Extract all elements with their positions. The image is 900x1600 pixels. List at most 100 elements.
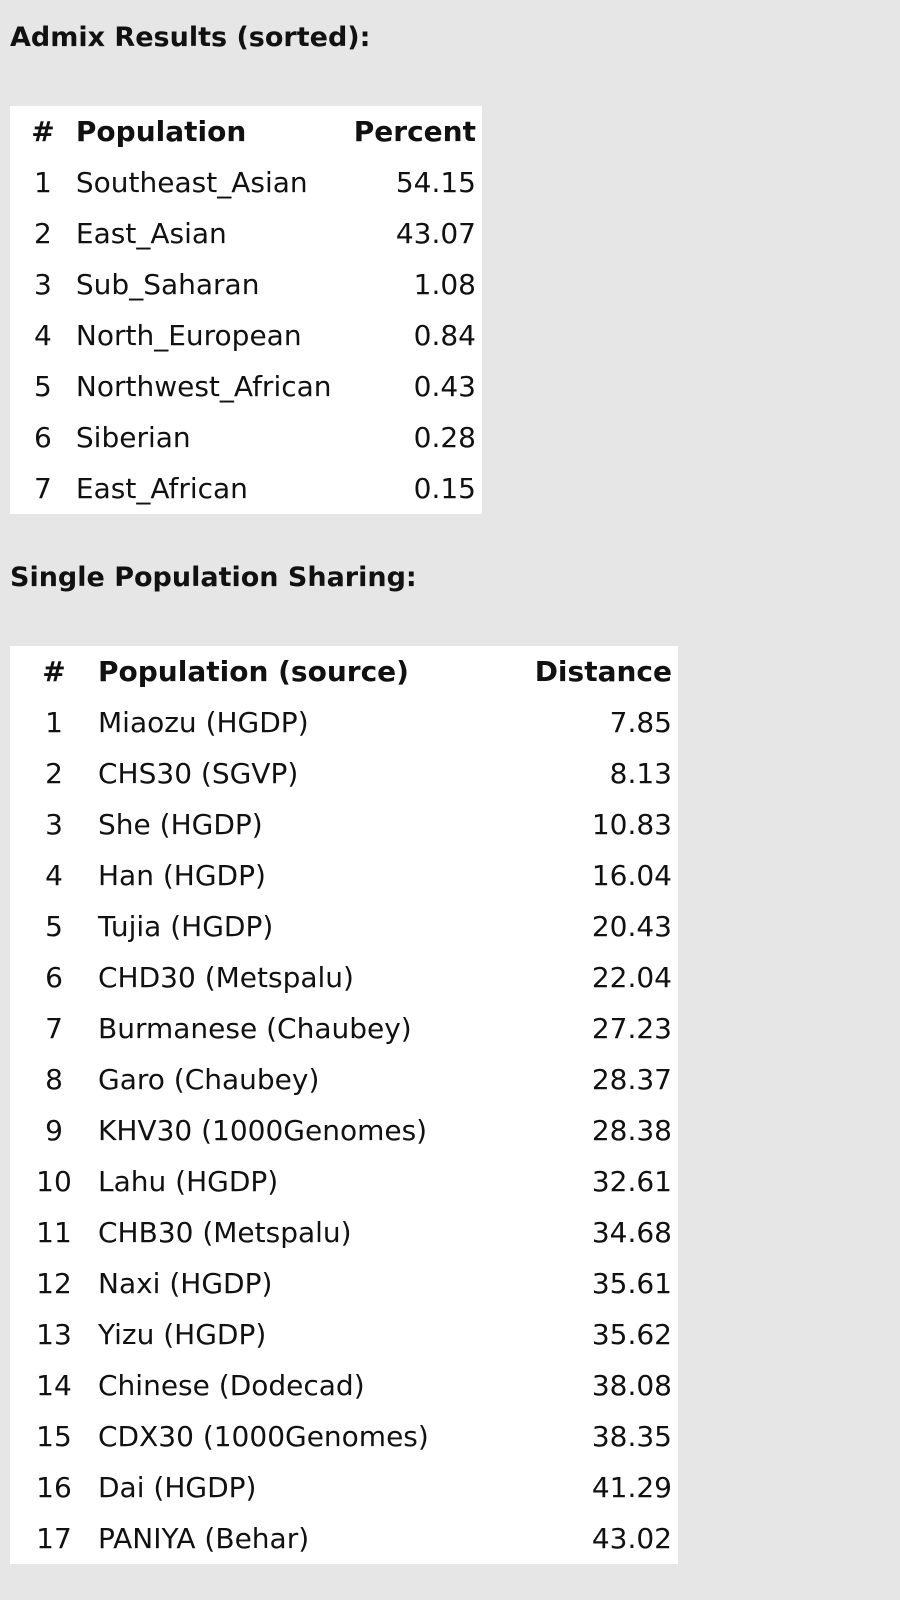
rank-cell: 2 (45, 757, 63, 790)
table-row: 12 Naxi (HGDP) 35.61 (10, 1258, 678, 1309)
rank-cell: 16 (36, 1471, 72, 1504)
percent-column-header: Percent (353, 115, 476, 148)
rank-cell: 10 (36, 1165, 72, 1198)
rank-cell: 1 (45, 706, 63, 739)
population-column-header: Population (75, 115, 247, 148)
population-cell: Southeast_Asian (75, 166, 308, 199)
population-cell: Dai (HGDP) (98, 1471, 257, 1504)
population-cell: North_European (75, 319, 302, 352)
value-cell: 8.13 (609, 757, 672, 790)
value-cell: 0.43 (413, 370, 476, 403)
population-cell: Northwest_African (75, 370, 332, 403)
population-cell: Han (HGDP) (98, 859, 266, 892)
rank-cell: 3 (34, 268, 52, 301)
population-cell: Yizu (HGDP) (98, 1318, 267, 1351)
value-cell: 28.37 (591, 1063, 672, 1096)
population-cell: Sub_Saharan (75, 268, 260, 301)
rank-cell: 4 (45, 859, 63, 892)
rank-cell: 9 (45, 1114, 63, 1147)
sharing-rows: 1 Miaozu (HGDP) 7.85 2 CHS30 (SGVP) 8.13 3 She … (10, 697, 678, 1564)
value-cell: 27.23 (591, 1012, 672, 1045)
rank-cell: 17 (36, 1522, 72, 1555)
population-cell: She (HGDP) (98, 808, 263, 841)
population-cell: CHD30 (Metspalu) (98, 961, 354, 994)
table-row: 8 Garo (Chaubey) 28.37 (10, 1054, 678, 1105)
population-cell: Tujia (HGDP) (98, 910, 274, 943)
population-cell: East_Asian (75, 217, 227, 250)
value-cell: 0.15 (413, 472, 476, 505)
rank-cell: 13 (36, 1318, 72, 1351)
table-row: 7 Burmanese (Chaubey) 27.23 (10, 1003, 678, 1054)
value-cell: 43.02 (591, 1522, 672, 1555)
table-row: 9 KHV30 (1000Genomes) 28.38 (10, 1105, 678, 1156)
table-header-row: # Population Percent (10, 106, 482, 157)
value-cell: 10.83 (591, 808, 672, 841)
table-row: 13 Yizu (HGDP) 35.62 (10, 1309, 678, 1360)
rank-cell: 2 (34, 217, 52, 250)
value-cell: 22.04 (591, 961, 672, 994)
population-cell: CDX30 (1000Genomes) (98, 1420, 429, 1453)
rank-cell: 12 (36, 1267, 72, 1300)
value-cell: 34.68 (591, 1216, 672, 1249)
table-row: 2 CHS30 (SGVP) 8.13 (10, 748, 678, 799)
table-row: 5 Tujia (HGDP) 20.43 (10, 901, 678, 952)
population-cell: Siberian (75, 421, 191, 454)
value-cell: 38.35 (591, 1420, 672, 1453)
population-source-column-header: Population (source) (98, 655, 409, 688)
rank-cell: 15 (36, 1420, 72, 1453)
table-row: 7 East_African 0.15 (10, 463, 482, 514)
table-row: 3 She (HGDP) 10.83 (10, 799, 678, 850)
population-cell: Miaozu (HGDP) (98, 706, 309, 739)
table-row: 11 CHB30 (Metspalu) 34.68 (10, 1207, 678, 1258)
rank-cell: 5 (45, 910, 63, 943)
table-row: 4 North_European 0.84 (10, 310, 482, 361)
admix-rows: 1 Southeast_Asian 54.15 2 East_Asian 43.07 3 Su… (10, 157, 482, 514)
table-row: 10 Lahu (HGDP) 32.61 (10, 1156, 678, 1207)
population-cell: Burmanese (Chaubey) (98, 1012, 412, 1045)
value-cell: 43.07 (395, 217, 476, 250)
single-population-sharing-title: Single Population Sharing: (10, 562, 417, 593)
value-cell: 20.43 (591, 910, 672, 943)
value-cell: 35.61 (591, 1267, 672, 1300)
table-row: 3 Sub_Saharan 1.08 (10, 259, 482, 310)
rank-cell: 11 (36, 1216, 72, 1249)
rank-column-header: # (42, 655, 66, 688)
rank-cell: 5 (34, 370, 52, 403)
rank-cell: 6 (45, 961, 63, 994)
population-cell: East_African (75, 472, 248, 505)
population-cell: KHV30 (1000Genomes) (98, 1114, 428, 1147)
table-row: 1 Southeast_Asian 54.15 (10, 157, 482, 208)
value-cell: 16.04 (591, 859, 672, 892)
table-row: 6 Siberian 0.28 (10, 412, 482, 463)
rank-cell: 7 (34, 472, 52, 505)
table-row: 17 PANIYA (Behar) 43.02 (10, 1513, 678, 1564)
rank-cell: 14 (36, 1369, 72, 1402)
table-row: 15 CDX30 (1000Genomes) 38.35 (10, 1411, 678, 1462)
rank-cell: 6 (34, 421, 52, 454)
table-header-row: # Population (source) Distance (10, 646, 678, 697)
value-cell: 0.28 (413, 421, 476, 454)
population-cell: Lahu (HGDP) (98, 1165, 279, 1198)
population-cell: Chinese (Dodecad) (98, 1369, 365, 1402)
rank-cell: 1 (34, 166, 52, 199)
admix-results-table: # Population Percent 1 Southeast_Asian 54.… (10, 106, 482, 514)
table-row: 16 Dai (HGDP) 41.29 (10, 1462, 678, 1513)
population-cell: Naxi (HGDP) (98, 1267, 273, 1300)
value-cell: 54.15 (395, 166, 476, 199)
value-cell: 35.62 (591, 1318, 672, 1351)
rank-cell: 7 (45, 1012, 63, 1045)
distance-column-header: Distance (534, 655, 672, 688)
value-cell: 1.08 (413, 268, 476, 301)
population-cell: Garo (Chaubey) (98, 1063, 320, 1096)
value-cell: 28.38 (591, 1114, 672, 1147)
population-cell: PANIYA (Behar) (98, 1522, 310, 1555)
value-cell: 38.08 (591, 1369, 672, 1402)
population-cell: CHS30 (SGVP) (98, 757, 299, 790)
single-population-sharing-table: # Population (source) Distance 1 Miaozu (… (10, 646, 678, 1564)
rank-cell: 3 (45, 808, 63, 841)
table-row: 2 East_Asian 43.07 (10, 208, 482, 259)
table-row: 5 Northwest_African 0.43 (10, 361, 482, 412)
value-cell: 7.85 (609, 706, 672, 739)
rank-cell: 8 (45, 1063, 63, 1096)
rank-cell: 4 (34, 319, 52, 352)
